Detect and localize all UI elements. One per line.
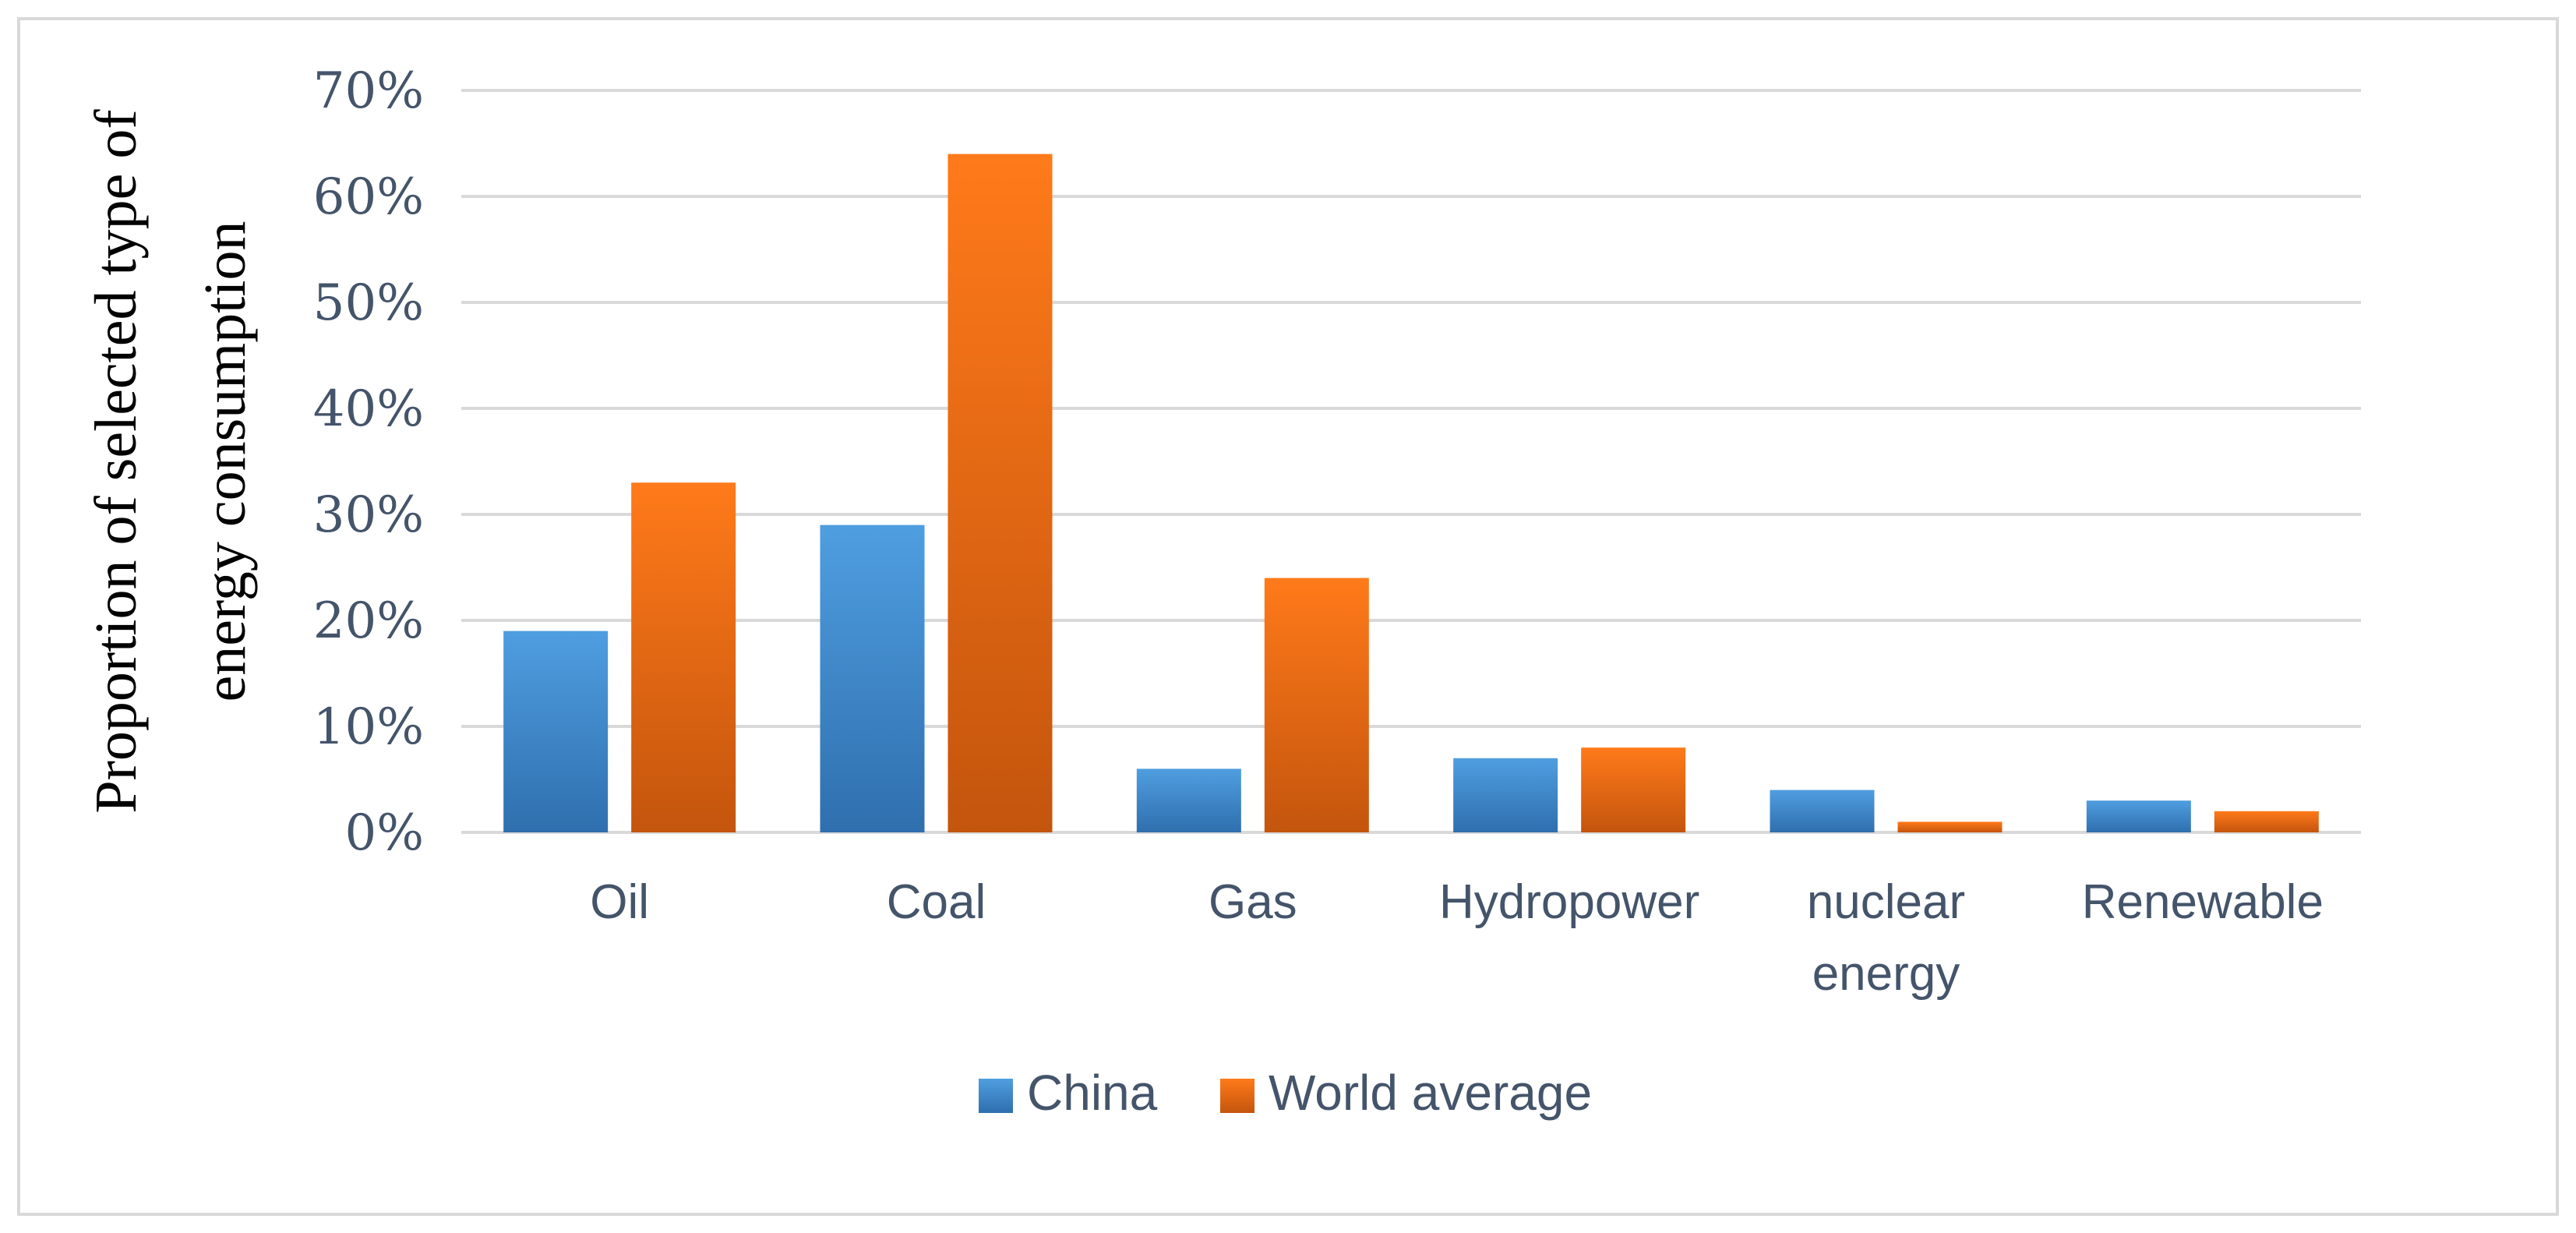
x-category-label: Coal [887,875,986,929]
bar-china-gas [1136,768,1241,832]
bar-world-average-oil [631,482,736,832]
y-axis-title-line: energy consumption [192,221,258,701]
y-axis-ticks: 0% 10% 20% 30% 40% 50% 60% 70% [313,62,424,862]
bar-world-average-coal [947,154,1053,833]
bar-world-average-renewable [2214,811,2319,832]
bar-chart: 0% 10% 20% 30% 40% 50% 60% 70% Oil Coal Gas Hydrop… [83,62,2361,1121]
bar-world-average-hydropower [1581,747,1686,832]
y-tick-label: 50% [313,274,424,332]
bar-world-average-nuclear-energy [1897,821,2003,832]
y-tick-label: 70% [313,62,424,120]
y-axis-title-line: Proportion of selected type of [83,109,149,814]
bar-china-oil [503,631,609,832]
legend-label: World average [1269,1065,1592,1121]
legend-label: China [1027,1065,1158,1121]
bars [503,154,2319,833]
x-category-label: Oil [590,875,649,929]
bar-china-nuclear-energy [1770,790,1875,832]
chart-frame: 0% 10% 20% 30% 40% 50% 60% 70% Oil Coal Gas Hydrop… [17,17,2559,1216]
y-tick-label: 10% [313,698,424,756]
bar-world-average-gas [1264,578,1369,832]
y-tick-label: 60% [313,168,424,226]
x-category-label: energy [1812,947,1960,1001]
x-category-label: Renewable [2082,875,2324,929]
bar-china-renewable [2086,800,2191,832]
y-tick-label: 40% [313,380,424,438]
y-tick-label: 30% [313,486,424,544]
y-axis-label: Proportion of selected type of energy con… [83,109,258,814]
legend-swatch-china [979,1079,1013,1113]
gridlines [461,89,2361,834]
y-tick-label: 0% [344,804,424,862]
bar-china-hydropower [1453,758,1558,832]
x-category-label: Gas [1209,875,1297,929]
x-category-label: Hydropower [1439,875,1699,929]
y-tick-label: 20% [313,592,424,650]
legend-swatch-world-average [1220,1079,1254,1113]
x-axis-categories: Oil Coal Gas Hydropower nuclear energy Renewab… [590,875,2324,1001]
bar-china-coal [820,525,925,832]
legend: China World average [979,1065,1592,1121]
x-category-label: nuclear [1807,875,1965,929]
